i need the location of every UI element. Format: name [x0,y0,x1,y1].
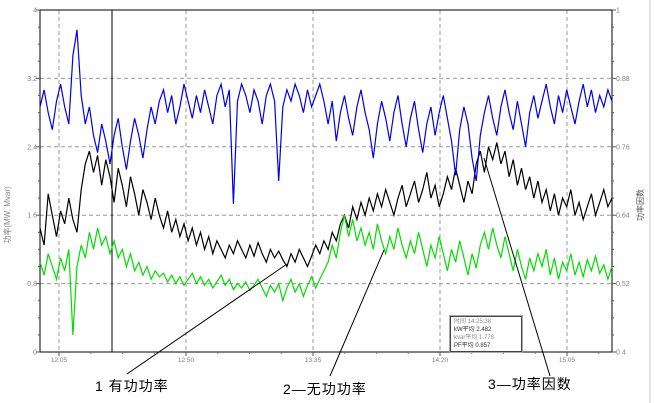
plot-border [39,9,613,353]
x-axis-tick-label: 13:35 [305,357,322,364]
annotation-reactive-power: 2—无功功率 [283,381,367,397]
annotation-leader-1 [126,263,288,375]
right-axis-tick-label: 0.76 [616,144,630,151]
stats-pf-avg: PF平均 0.857 [454,343,491,349]
left-axis-tick-label: 1.6 [27,213,37,220]
x-axis-tick-label: 14:20 [432,357,449,364]
right-axis-tick-label: 0.64 [616,213,630,220]
annotation-leader-3 [483,157,551,377]
right-axis-tick-label: 1 [616,8,620,15]
annotation-active-power: 1 有功功率 [95,378,169,394]
stats-kvar-avg: kvar平均 1.778 [454,335,495,341]
series-line-3 [39,29,613,204]
right-axis-tick-label: 0.88 [616,76,630,83]
annotation-leader-2 [329,249,385,377]
stats-box: 时间 14:25:38 kW平均 2.482 kvar平均 1.778 PF平均… [449,315,523,353]
right-axis-tick-label: 0.52 [616,281,630,288]
left-axis-tick-label: 3.2 [27,76,37,83]
right-axis-title: 功率因数 [635,189,645,221]
stats-time: 时间 14:25:38 [454,319,492,325]
x-axis-tick-label: 12:05 [51,357,68,364]
series-line-2 [39,215,613,335]
left-axis-tick-label: 4 [33,8,37,15]
right-axis-tick-label: 0.4 [616,350,626,357]
left-axis-tick-label: 0.8 [27,281,37,288]
annotation-power-factor: 3—功率因数 [488,376,572,392]
x-axis-tick-label: 15:05 [559,357,576,364]
stats-kw-avg: kW平均 2.482 [454,327,492,333]
left-axis-tick-label: 2.4 [27,144,37,151]
series-line-1 [39,142,613,268]
x-axis-tick-label: 12:50 [178,357,195,364]
left-axis-tick-label: 0 [33,350,37,357]
left-axis-title: 功率(MW, Mvar) [2,186,12,244]
